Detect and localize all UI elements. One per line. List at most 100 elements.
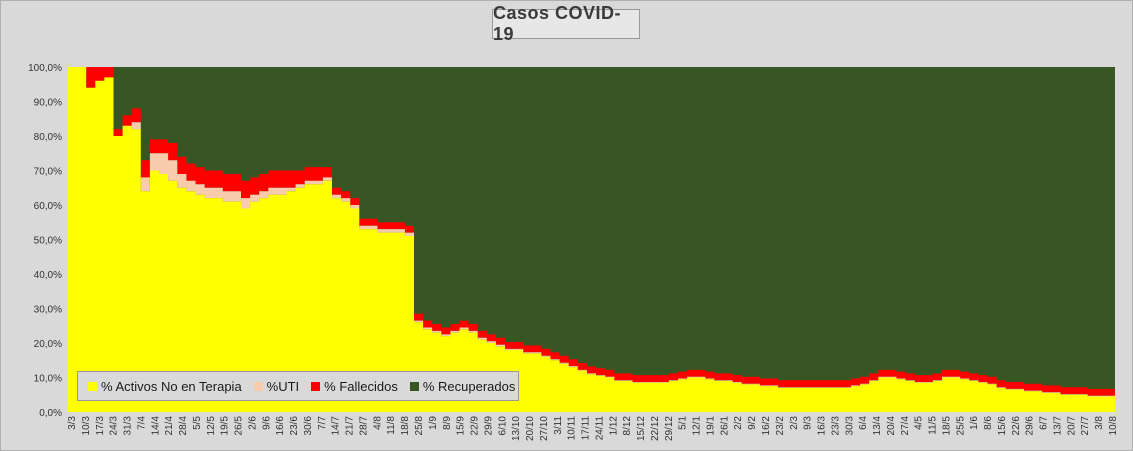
- x-tick-label: 4/8: [372, 416, 383, 430]
- legend-item-activos: % Activos No en Terapia: [88, 379, 242, 394]
- x-tick-label: 21/7: [345, 416, 356, 436]
- x-tick-label: 13/10: [511, 416, 522, 441]
- y-tick-label: 60,0%: [34, 201, 62, 212]
- x-tick-label: 18/5: [941, 416, 952, 436]
- x-tick-label: 7/7: [317, 416, 328, 430]
- x-tick-label: 21/4: [164, 416, 175, 436]
- x-tick-label: 29/9: [483, 416, 494, 436]
- series-activos-area: [68, 67, 1115, 412]
- x-tick-label: 7/4: [136, 416, 147, 430]
- x-tick-label: 10/3: [81, 416, 92, 436]
- x-tick-label: 20/10: [525, 416, 536, 441]
- x-tick-label: 26/1: [719, 416, 730, 436]
- x-tick-label: 30/6: [303, 416, 314, 436]
- chart-title: Casos COVID-19: [492, 3, 640, 44]
- x-tick-label: 24/3: [109, 416, 120, 436]
- x-tick-label: 20/4: [886, 416, 897, 436]
- y-tick-label: 50,0%: [34, 236, 62, 247]
- x-tick-label: 8/6: [983, 416, 994, 430]
- x-tick-label: 6/7: [1039, 416, 1050, 430]
- x-tick-label: 23/3: [830, 416, 841, 436]
- x-tick-label: 27/4: [900, 416, 911, 436]
- x-tick-label: 22/6: [1011, 416, 1022, 436]
- x-tick-label: 15/9: [456, 416, 467, 436]
- y-tick-label: 40,0%: [34, 270, 62, 281]
- x-tick-label: 1/9: [428, 416, 439, 430]
- x-tick-label: 1/12: [608, 416, 619, 436]
- x-tick-label: 27/7: [1080, 416, 1091, 436]
- x-tick-label: 28/4: [178, 416, 189, 436]
- x-tick-label: 13/4: [872, 416, 883, 436]
- x-tick-label: 27/10: [539, 416, 550, 441]
- x-tick-label: 25/8: [414, 416, 425, 436]
- x-tick-label: 3/3: [67, 416, 78, 430]
- legend: % Activos No en Terapia %UTI % Fallecido…: [77, 371, 519, 401]
- x-tick-label: 4/5: [914, 416, 925, 430]
- x-tick-label: 16/2: [761, 416, 772, 436]
- x-tick-label: 8/12: [622, 416, 633, 436]
- x-tick-label: 17/11: [581, 416, 592, 441]
- x-tick-label: 15/12: [636, 416, 647, 441]
- x-tick-label: 2/3: [789, 416, 800, 430]
- x-tick-label: 10/8: [1108, 416, 1119, 436]
- x-tick-label: 16/3: [817, 416, 828, 436]
- x-tick-label: 30/3: [844, 416, 855, 436]
- legend-label-fallecidos: % Fallecidos: [324, 378, 398, 394]
- x-tick-label: 3/8: [1094, 416, 1105, 430]
- legend-swatch-uti: [253, 381, 263, 391]
- x-tick-label: 5/1: [678, 416, 689, 430]
- x-tick-label: 31/3: [123, 416, 134, 436]
- x-tick-label: 11/5: [928, 416, 939, 435]
- x-tick-label: 20/7: [1066, 416, 1077, 436]
- x-tick-label: 22/9: [470, 416, 481, 436]
- x-tick-label: 12/5: [206, 416, 217, 436]
- x-tick-label: 8/9: [442, 416, 453, 430]
- y-tick-label: 30,0%: [34, 305, 62, 316]
- x-tick-label: 13/7: [1053, 416, 1064, 436]
- x-tick-label: 24/11: [594, 416, 605, 441]
- legend-swatch-fallecidos: [311, 381, 321, 391]
- legend-swatch-recuperados: [409, 381, 419, 391]
- x-tick-label: 6/4: [858, 416, 869, 430]
- x-tick-label: 14/4: [150, 416, 161, 436]
- x-tick-label: 9/2: [747, 416, 758, 430]
- x-tick-label: 19/1: [706, 416, 717, 436]
- x-tick-label: 28/7: [359, 416, 370, 436]
- x-tick-label: 29/6: [1025, 416, 1036, 436]
- x-tick-label: 10/11: [567, 416, 578, 441]
- y-tick-label: 90,0%: [34, 98, 62, 109]
- x-tick-label: 22/12: [650, 416, 661, 441]
- x-tick-label: 18/8: [400, 416, 411, 436]
- x-tick-label: 16/6: [275, 416, 286, 436]
- y-tick-label: 0,0%: [39, 408, 62, 419]
- y-tick-label: 80,0%: [34, 132, 62, 143]
- x-tick-label: 2/2: [733, 416, 744, 430]
- x-tick-label: 23/6: [289, 416, 300, 436]
- x-tick-label: 25/5: [955, 416, 966, 436]
- x-tick-label: 15/6: [997, 416, 1008, 436]
- x-tick-label: 17/3: [95, 416, 106, 436]
- legend-label-uti: %UTI: [266, 378, 300, 394]
- x-tick-label: 5/5: [192, 416, 203, 430]
- legend-swatch-activos: [88, 381, 97, 391]
- x-tick-label: 1/6: [969, 416, 980, 430]
- x-tick-label: 6/10: [497, 416, 508, 436]
- legend-item-fallecidos: % Fallecidos: [311, 379, 398, 394]
- x-tick-label: 11/8: [386, 416, 397, 435]
- y-tick-label: 70,0%: [34, 167, 62, 178]
- x-tick-label: 12/1: [692, 416, 703, 436]
- x-tick-label: 29/12: [664, 416, 675, 441]
- x-tick-label: 9/3: [803, 416, 814, 430]
- x-tick-label: 23/2: [775, 416, 786, 436]
- legend-label-activos: % Activos No en Terapia: [101, 378, 242, 394]
- x-tick-label: 26/5: [234, 416, 245, 436]
- x-tick-label: 9/6: [261, 416, 272, 430]
- x-tick-label: 3/11: [553, 416, 564, 435]
- x-tick-label: 19/5: [220, 416, 231, 436]
- legend-item-recuperados: % Recuperados: [409, 379, 515, 394]
- x-tick-label: 2/6: [247, 416, 258, 430]
- legend-item-uti: %UTI: [253, 378, 300, 394]
- y-tick-label: 20,0%: [34, 339, 62, 350]
- y-tick-label: 10,0%: [34, 374, 62, 385]
